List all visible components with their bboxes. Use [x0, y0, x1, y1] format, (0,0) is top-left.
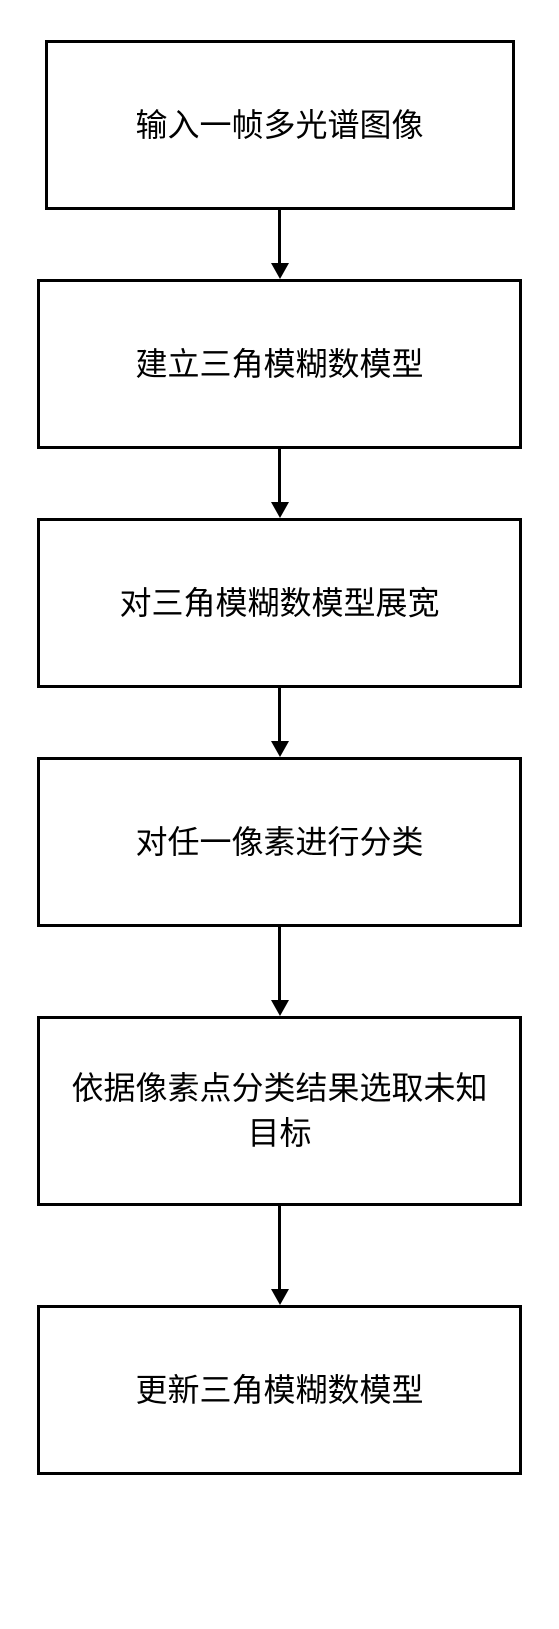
flowchart-node-n2: 建立三角模糊数模型 — [37, 279, 522, 449]
arrow-line — [278, 927, 281, 1001]
node-label: 更新三角模糊数模型 — [135, 1368, 423, 1413]
flowchart-node-n5: 依据像素点分类结果选取未知目标 — [37, 1016, 522, 1206]
arrow-head-icon — [271, 1000, 289, 1016]
flowchart-arrow — [271, 927, 289, 1016]
node-label: 输入一帧多光谱图像 — [135, 103, 423, 148]
flowchart-arrow — [271, 210, 289, 279]
arrow-line — [278, 210, 281, 264]
flowchart-arrow — [271, 688, 289, 757]
arrow-head-icon — [271, 741, 289, 757]
flowchart-node-n6: 更新三角模糊数模型 — [37, 1305, 522, 1475]
arrow-head-icon — [271, 1289, 289, 1305]
node-label: 对三角模糊数模型展宽 — [119, 581, 439, 626]
arrow-line — [278, 688, 281, 742]
node-label: 对任一像素进行分类 — [135, 820, 423, 865]
arrow-head-icon — [271, 263, 289, 279]
arrow-head-icon — [271, 502, 289, 518]
node-label: 建立三角模糊数模型 — [135, 342, 423, 387]
flowchart-arrow — [271, 449, 289, 518]
arrow-line — [278, 449, 281, 503]
flowchart-arrow — [271, 1206, 289, 1305]
flowchart-node-n1: 输入一帧多光谱图像 — [45, 40, 515, 210]
node-label: 依据像素点分类结果选取未知目标 — [56, 1066, 503, 1156]
arrow-line — [278, 1206, 281, 1290]
flowchart-node-n4: 对任一像素进行分类 — [37, 757, 522, 927]
flowchart-node-n3: 对三角模糊数模型展宽 — [37, 518, 522, 688]
flowchart-container: 输入一帧多光谱图像建立三角模糊数模型对三角模糊数模型展宽对任一像素进行分类依据像… — [30, 40, 529, 1475]
